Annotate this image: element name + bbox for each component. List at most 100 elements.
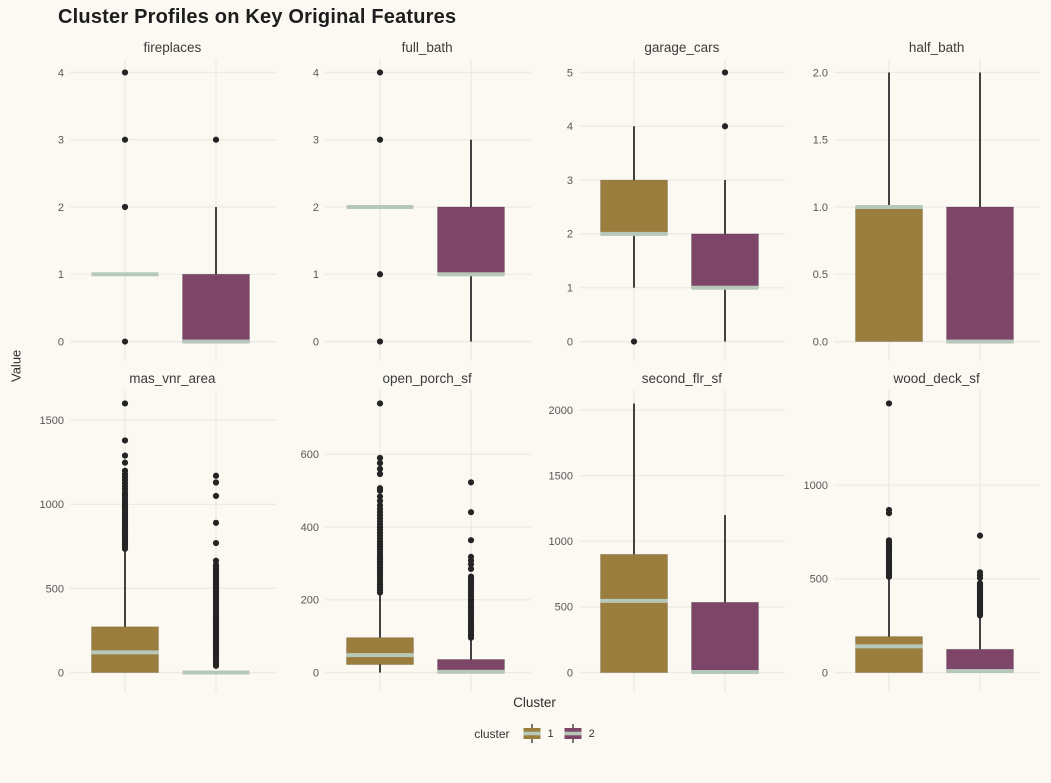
facet-plot: 0 1 2 3 4 5 <box>567 59 786 361</box>
facet-plot: 0 1 2 3 4 <box>58 59 276 361</box>
box-cluster2 <box>436 206 505 275</box>
y-tick-label: 200 <box>300 595 318 607</box>
box-cluster1 <box>855 636 924 673</box>
median-line <box>691 670 759 675</box>
x-axis-title: Cluster <box>513 695 556 710</box>
outlier-point <box>467 537 474 544</box>
outlier-point <box>376 459 383 467</box>
legend: cluster 1 2 <box>26 724 1043 743</box>
outlier-point <box>121 203 128 211</box>
outlier-point <box>722 69 729 76</box>
outlier-point <box>121 452 128 459</box>
median-line <box>346 205 414 209</box>
outlier-point <box>467 509 474 516</box>
y-tick-label: 1.0 <box>813 202 828 214</box>
key-median <box>523 731 541 736</box>
outlier-point <box>376 497 383 505</box>
outlier-point <box>977 532 984 539</box>
legend-item-cluster1: 1 <box>522 724 554 743</box>
y-tick-label: 600 <box>300 449 318 461</box>
y-tick-label: 3 <box>313 135 319 147</box>
box-cluster1 <box>855 206 924 342</box>
outlier-point <box>376 465 383 473</box>
y-tick-label: 1 <box>313 269 319 281</box>
median-line <box>946 339 1014 344</box>
facet-plot: 0 200 400 600 <box>300 390 531 692</box>
facet-title: garage_cars <box>644 40 720 55</box>
box-cluster1 <box>90 626 159 673</box>
outlier-point <box>722 123 729 130</box>
median-line <box>600 598 668 603</box>
facet-title: wood_deck_sf <box>893 371 980 386</box>
legend-label-2: 2 <box>588 727 595 740</box>
outlier-point <box>212 557 219 564</box>
median-line <box>437 669 505 674</box>
box-cluster1 <box>600 179 669 235</box>
y-tick-label: 1000 <box>39 499 63 511</box>
outlier-point <box>121 338 128 345</box>
outlier-point <box>121 437 128 444</box>
facet-title: open_porch_sf <box>382 371 472 386</box>
outlier-point <box>121 459 128 466</box>
outlier-point <box>121 136 128 143</box>
facet: wood_deck_sf 0 500 1000 <box>790 370 1043 693</box>
y-tick-label: 0.0 <box>813 336 828 348</box>
y-tick-label: 0 <box>58 667 64 679</box>
boxplot-key-icon <box>523 724 541 743</box>
outlier-point <box>376 502 383 509</box>
facet-plot: 0 1 2 3 4 <box>313 59 531 361</box>
legend-label-1: 1 <box>547 727 554 740</box>
median-line <box>346 653 414 658</box>
median-line <box>855 205 923 209</box>
median-line <box>691 285 759 290</box>
y-tick-label: 0 <box>567 336 573 348</box>
median-line <box>946 669 1014 674</box>
y-tick-label: 4 <box>58 67 64 79</box>
median-line <box>600 231 668 236</box>
y-axis-title: Value <box>8 349 24 383</box>
median-line <box>855 644 923 649</box>
outlier-point <box>977 569 984 576</box>
outlier-point <box>467 479 474 486</box>
outlier-point <box>121 69 128 76</box>
outlier-point <box>376 338 383 345</box>
y-tick-label: 2.0 <box>813 67 828 79</box>
outlier-point <box>376 493 383 500</box>
facet: fireplaces 0 1 2 3 4 <box>26 39 279 362</box>
y-tick-label: 3 <box>567 175 573 187</box>
facet: garage_cars 0 1 2 3 4 5 <box>536 39 789 362</box>
y-tick-label: 2 <box>313 202 319 214</box>
outlier-point <box>376 485 383 492</box>
facet-plot: 0 500 1000 1500 <box>39 390 276 692</box>
y-tick-label: 4 <box>567 121 573 133</box>
facet: mas_vnr_area 0 500 1000 1500 <box>26 370 279 693</box>
legend-item-cluster2: 2 <box>563 724 595 743</box>
y-tick-label: 2 <box>58 202 64 214</box>
y-tick-label: 0 <box>822 667 828 679</box>
facet: full_bath 0 1 2 3 4 <box>281 39 534 362</box>
outlier-point <box>631 338 638 345</box>
plot-area: Value fireplaces 0 1 2 3 4 full_bath 0 1 2 3 4 g… <box>6 39 1043 693</box>
y-tick-label: 0 <box>313 336 319 348</box>
y-tick-label: 400 <box>300 522 318 534</box>
facet-plot: 0.0 0.5 1.0 1.5 2.0 <box>813 59 1041 361</box>
facet-title: full_bath <box>401 40 453 55</box>
outlier-point <box>886 506 893 514</box>
facet-grid: fireplaces 0 1 2 3 4 full_bath 0 1 2 3 4 garage_… <box>26 39 1043 693</box>
outlier-point <box>376 470 383 478</box>
y-tick-label: 1.5 <box>813 135 828 147</box>
boxplot-key-icon <box>564 724 582 743</box>
facet: open_porch_sf 0 200 400 600 <box>281 370 534 693</box>
y-tick-label: 4 <box>313 67 319 79</box>
outlier-point <box>467 553 474 561</box>
y-tick-label: 0 <box>567 667 573 679</box>
outlier-point <box>977 580 984 587</box>
facet-title: mas_vnr_area <box>129 371 216 386</box>
median-line <box>437 272 505 277</box>
y-tick-label: 5 <box>567 67 573 79</box>
chart-title: Cluster Profiles on Key Original Feature… <box>58 6 457 28</box>
y-tick-label: 2 <box>567 229 573 241</box>
legend-title: cluster <box>474 726 510 741</box>
facet-plot: 0 500 1000 1500 2000 <box>549 390 786 692</box>
y-tick-label: 1000 <box>804 480 828 492</box>
